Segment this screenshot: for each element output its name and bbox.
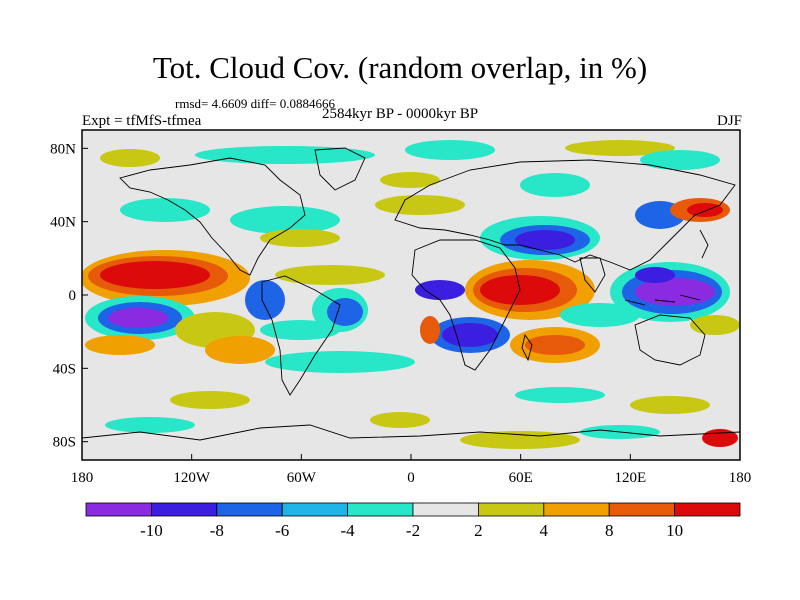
experiment-label: Expt = tfMfS-tfmea [82, 113, 202, 129]
plot-title: Tot. Cloud Cov. (random overlap, in %) [152, 50, 648, 85]
anomaly-field [82, 140, 740, 449]
colorbar-swatch [347, 502, 414, 517]
coastlines [82, 147, 740, 441]
y-tick-label: 40N [50, 215, 76, 231]
colorbar-swatch [674, 502, 741, 517]
y-tick-label: 80N [50, 141, 76, 157]
longitude-axis: 180 120W 60W 0 60E 120E 180 [71, 454, 752, 486]
x-tick-label: 120E [614, 470, 646, 486]
colorbar-swatch [281, 502, 349, 517]
colorbar-swatch [216, 502, 283, 517]
x-tick-label: 60W [287, 470, 317, 486]
colorbar: -10 -8 -6 -4 -2 2 4 8 10 [85, 502, 741, 540]
colorbar-swatch [150, 502, 218, 517]
colorbar-label: 4 [540, 521, 549, 540]
x-tick-label: 0 [407, 470, 415, 486]
season-label: DJF [716, 113, 742, 129]
period-label: 2584kyr BP - 0000kyr BP [322, 106, 479, 122]
colorbar-label: 10 [666, 521, 683, 540]
x-tick-label: 180 [71, 470, 94, 486]
colorbar-label: -10 [140, 521, 163, 540]
colorbar-label: -8 [210, 521, 224, 540]
y-tick-label: 40S [53, 361, 76, 377]
colorbar-label: 2 [474, 521, 483, 540]
colorbar-label: -4 [341, 521, 356, 540]
y-tick-label: 80S [53, 435, 76, 451]
x-tick-label: 180 [729, 470, 752, 486]
latitude-axis: 80N 40N 0 40S 80S [50, 141, 88, 451]
stats-line: rmsd= 4.6609 diff= 0.0884666 [175, 96, 335, 111]
x-tick-label: 120W [173, 470, 211, 486]
colorbar-label: -6 [275, 521, 289, 540]
colorbar-swatch [85, 502, 152, 517]
colorbar-swatch [608, 502, 676, 517]
colorbar-swatch [543, 502, 610, 517]
colorbar-label: -2 [406, 521, 420, 540]
x-tick-label: 60E [509, 470, 533, 486]
colorbar-label: 8 [605, 521, 614, 540]
colorbar-swatch [477, 502, 545, 517]
y-tick-label: 0 [69, 288, 77, 304]
colorbar-swatch [412, 502, 479, 517]
